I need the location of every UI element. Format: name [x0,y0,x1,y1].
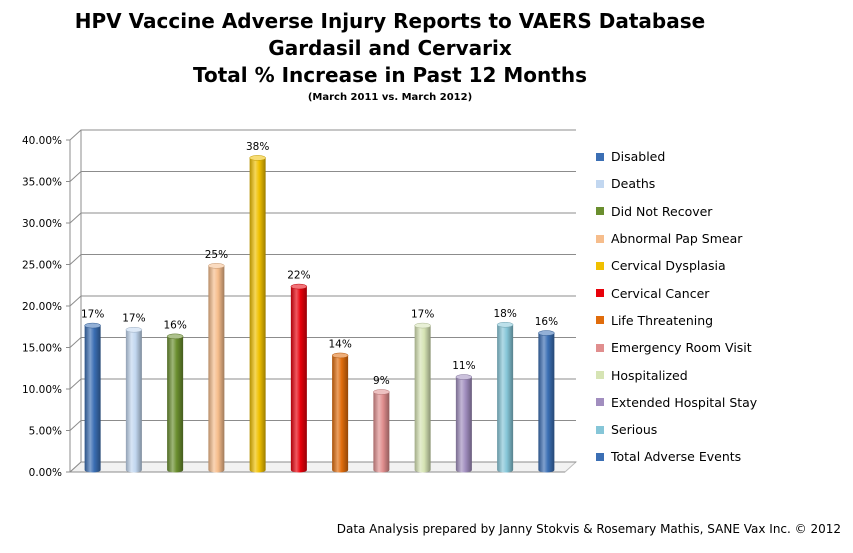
data-label: 16% [535,316,558,328]
legend-item: Total Adverse Events [596,443,846,470]
bar-top [538,330,555,336]
legend-swatch [596,398,604,407]
legend-item: Did Not Recover [596,198,846,225]
y-tick-label: 0.00% [29,467,62,479]
data-label: 14% [328,338,351,350]
y-tick-label: 30.00% [22,218,62,230]
legend-item: Disabled [596,143,846,170]
bar [414,325,431,473]
y-tick-label: 25.00% [22,260,62,272]
legend-label: Emergency Room Visit [611,340,752,356]
gridline [69,295,576,307]
legend-label: Serious [611,422,658,438]
legend-swatch [596,261,604,270]
legend-label: Abnormal Pap Smear [611,231,743,247]
legend-item: Cervical Dysplasia [596,252,846,279]
bar-top [496,322,514,328]
legend-swatch [596,371,604,380]
legend-item: Cervical Cancer [596,279,846,306]
bar-top [84,322,101,329]
bar [249,157,266,473]
chart-title-line2: Gardasil and Cervarix [268,36,512,60]
y-tick-label: 15.00% [22,343,62,355]
data-label: 17% [122,313,145,325]
data-label: 17% [81,309,104,321]
legend-swatch [596,234,604,243]
chart-legend: Disabled Deaths Did Not Recover Abnormal Pa… [596,143,846,471]
legend-item: Deaths [596,170,846,197]
data-label: 38% [246,141,269,153]
y-tick-label: 35.00% [22,177,62,189]
data-label: 16% [163,319,186,331]
bar-top [125,326,143,333]
legend-label: Extended Hospital Stay [611,394,758,410]
y-tick-label: 20.00% [22,301,62,313]
y-tick-label: 10.00% [22,384,62,396]
legend-label: Did Not Recover [611,203,713,219]
legend-label: Life Threatening [611,312,714,328]
gridline [69,337,576,348]
footer-credit: Data Analysis prepared by Janny Stokvis … [336,522,841,536]
legend-swatch [596,152,604,161]
bar [373,391,390,473]
legend-item: Life Threatening [596,307,846,334]
bar [167,336,184,473]
data-label: 18% [493,308,516,320]
legend-label: Cervical Dysplasia [611,258,726,274]
data-label: 22% [287,270,310,282]
legend-label: Total Adverse Events [611,449,742,465]
gridline [69,254,576,265]
legend-swatch [596,207,604,216]
data-label: 11% [452,360,475,372]
bar [455,377,472,473]
bar [538,333,555,473]
bar-top [166,333,184,340]
legend-swatch [596,289,604,298]
bar [332,355,349,473]
data-label: 9% [373,375,390,387]
bar [84,325,101,473]
legend-item: Extended Hospital Stay [596,389,846,416]
legend-item: Serious [596,416,846,443]
bar-top [373,389,390,395]
legend-label: Disabled [611,149,666,165]
data-label: 25% [205,249,228,261]
legend-swatch [596,316,604,325]
bar [497,324,514,473]
gridline [69,129,576,141]
bar [290,286,307,473]
bar-top [331,352,349,359]
gridline [69,461,576,473]
legend-label: Deaths [611,176,656,192]
data-label: 17% [411,309,434,321]
y-tick-label: 40.00% [22,135,62,147]
legend-item: Hospitalized [596,361,846,388]
chart-subtitle: (March 2011 vs. March 2012) [307,92,473,103]
bar-top [208,263,225,269]
bar-top [455,374,473,380]
bar-top [249,155,266,161]
legend-swatch [596,452,604,461]
gridline [69,171,576,182]
gridline [69,420,576,431]
legend-swatch [596,343,604,352]
bar-top [290,283,308,290]
chart-title: HPV Vaccine Adverse Injury Reports to VA… [74,9,706,33]
bar [125,329,142,473]
legend-swatch [596,425,604,434]
chart-title-block: HPV Vaccine Adverse Injury Reports to VA… [40,8,740,103]
legend-swatch [596,179,604,188]
legend-label: Cervical Cancer [611,285,710,301]
bar-top [414,322,431,329]
legend-item: Emergency Room Visit [596,334,846,361]
legend-item: Abnormal Pap Smear [596,225,846,252]
bar [208,265,225,473]
chart-title-line3: Total % Increase in Past 12 Months [193,63,587,87]
y-tick-label: 5.00% [29,426,62,438]
gridline [69,378,576,390]
legend-label: Hospitalized [611,367,688,383]
gridline [69,212,576,224]
